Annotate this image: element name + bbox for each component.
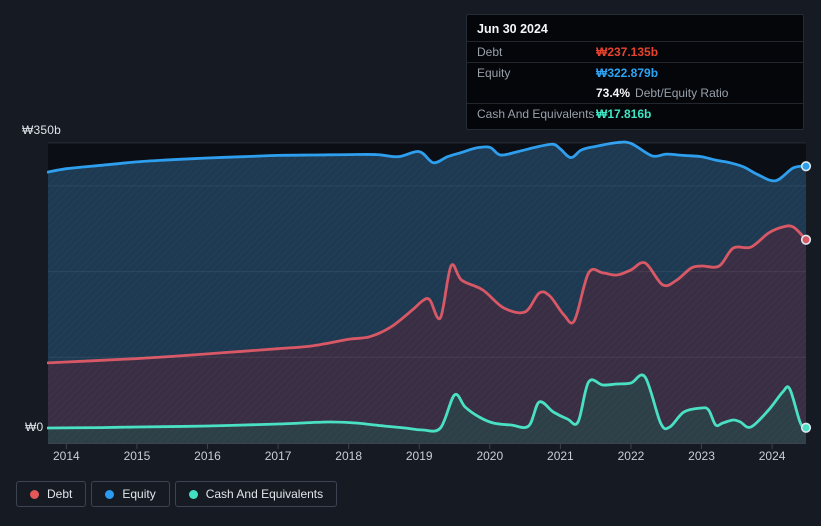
x-axis-year-label: 2022: [617, 449, 645, 463]
legend-item-equity[interactable]: Equity: [91, 481, 170, 507]
x-axis-year-label: 2024: [758, 449, 786, 463]
legend-item-label: Cash And Equivalents: [205, 487, 324, 501]
chart-tooltip: Jun 30 2024 Debt ₩237.135b Equity ₩322.8…: [466, 14, 804, 130]
x-axis-year-label: 2021: [547, 449, 574, 463]
tooltip-cash-row: Cash And Equivalents ₩17.816b: [467, 103, 803, 129]
y-axis-max-label: ₩350b: [22, 123, 62, 137]
x-axis-year-label: 2020: [476, 449, 504, 463]
x-axis-year-label: 2019: [405, 449, 433, 463]
y-axis-zero-label: ₩0: [25, 420, 44, 434]
tooltip-debt-row: Debt ₩237.135b: [467, 41, 803, 62]
legend-item-label: Equity: [122, 487, 156, 501]
legend-item-cash[interactable]: Cash And Equivalents: [174, 481, 338, 507]
legend-item-debt[interactable]: Debt: [16, 481, 87, 507]
tooltip-cash-value: ₩17.816b: [596, 107, 652, 121]
x-axis-year-label: 2023: [688, 449, 715, 463]
tooltip-equity-row: Equity ₩322.879b: [467, 62, 803, 83]
chart-legend: Debt Equity Cash And Equivalents: [16, 481, 338, 507]
tooltip-debt-label: Debt: [477, 45, 503, 59]
tooltip-ratio-row: 73.4% Debt/Equity Ratio: [467, 83, 803, 103]
x-axis-year-label: 2017: [264, 449, 292, 463]
tooltip-ratio-value: 73.4%: [596, 86, 631, 100]
x-axis-year-label: 2016: [194, 449, 221, 463]
tooltip-equity-label: Equity: [477, 66, 511, 80]
debt-series-dot-icon: [30, 489, 39, 499]
equity-series-dot-icon: [105, 489, 115, 499]
tooltip-equity-value: ₩322.879b: [596, 66, 659, 80]
tooltip-date: Jun 30 2024: [477, 22, 548, 36]
x-axis-year-label: 2018: [335, 449, 363, 463]
tooltip-ratio-label: Debt/Equity Ratio: [635, 86, 729, 100]
tooltip-cash-label: Cash And Equivalents: [477, 107, 595, 121]
legend-item-label: Debt: [47, 487, 73, 501]
tooltip-debt-value: ₩237.135b: [596, 45, 659, 59]
x-axis-year-label: 2014: [52, 449, 80, 463]
x-axis-year-label: 2015: [123, 449, 151, 463]
cash-series-dot-icon: [188, 489, 198, 499]
